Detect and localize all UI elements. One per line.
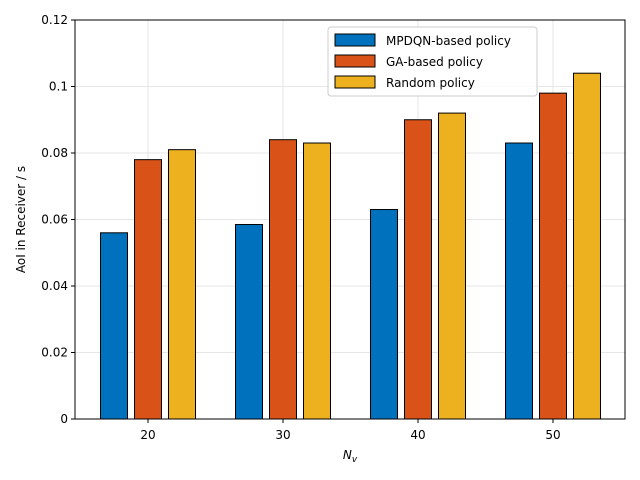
bar-ga-based-policy-20 bbox=[134, 159, 162, 420]
legend-label: Random policy bbox=[386, 76, 475, 90]
x-axis-label: Nv bbox=[343, 448, 358, 465]
legend-swatch bbox=[334, 75, 376, 89]
legend-box bbox=[327, 26, 538, 97]
x-axis-label-main: N bbox=[343, 448, 352, 462]
legend-label: MPDQN-based policy bbox=[386, 34, 511, 48]
bar-mpdqn-based-policy-30 bbox=[235, 223, 263, 420]
bar-random-policy-50 bbox=[573, 72, 601, 420]
bar-random-policy-30 bbox=[303, 142, 331, 420]
x-tick-label: 50 bbox=[545, 428, 560, 442]
bar-ga-based-policy-50 bbox=[539, 92, 567, 420]
legend-swatch bbox=[334, 54, 376, 68]
legend-label: GA-based policy bbox=[386, 55, 483, 69]
y-tick-label: 0.08 bbox=[41, 146, 68, 160]
bar-random-policy-40 bbox=[438, 112, 466, 420]
y-tick-label: 0.12 bbox=[41, 13, 68, 27]
y-tick-label: 0.06 bbox=[41, 213, 68, 227]
bar-mpdqn-based-policy-40 bbox=[370, 209, 398, 420]
x-tick-label: 40 bbox=[410, 428, 425, 442]
bar-ga-based-policy-40 bbox=[404, 119, 432, 420]
y-tick-label: 0.02 bbox=[41, 346, 68, 360]
ticks: 0 0.02 0.04 0.06 0.08 0.1 0.12 20 30 40 50 bbox=[41, 13, 560, 442]
legend: MPDQN-based policy GA-based policy Random … bbox=[327, 26, 538, 97]
bar-ga-based-policy-30 bbox=[269, 139, 297, 420]
bar-mpdqn-based-policy-20 bbox=[100, 232, 128, 420]
bar-random-policy-20 bbox=[168, 149, 196, 420]
y-tick-label: 0 bbox=[60, 412, 68, 426]
x-tick-label: 20 bbox=[140, 428, 155, 442]
bar-mpdqn-based-policy-50 bbox=[505, 142, 533, 420]
x-tick-label: 30 bbox=[275, 428, 290, 442]
y-axis-label: AoI in Receiver / s bbox=[14, 166, 28, 273]
x-axis-label-subscript: v bbox=[352, 455, 358, 465]
y-tick-label: 0.1 bbox=[49, 80, 68, 94]
y-tick-label: 0.04 bbox=[41, 279, 68, 293]
bars bbox=[100, 72, 601, 420]
legend-swatch bbox=[334, 33, 376, 47]
